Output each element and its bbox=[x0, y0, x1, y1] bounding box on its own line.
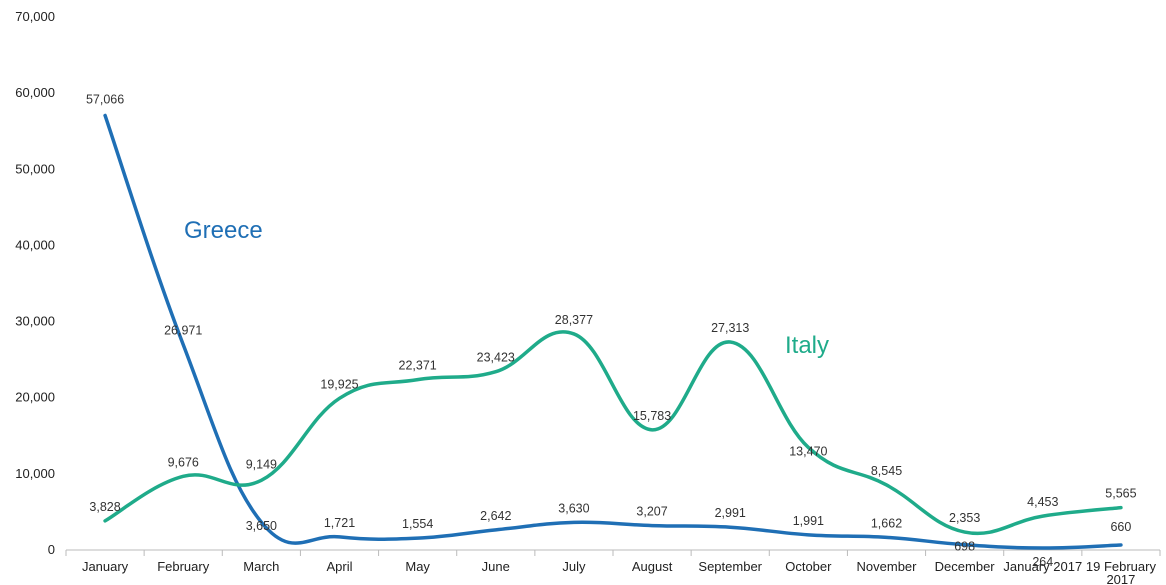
data-label-greece: 26,971 bbox=[164, 324, 202, 338]
data-label-italy: 13,470 bbox=[789, 444, 827, 458]
y-tick-label: 0 bbox=[48, 542, 55, 557]
x-tick-label: April bbox=[326, 559, 352, 574]
x-tick-label: January 2017 bbox=[1003, 559, 1082, 574]
x-tick-label: May bbox=[405, 559, 430, 574]
data-label-greece: 3,630 bbox=[558, 501, 589, 515]
data-label-italy: 4,453 bbox=[1027, 495, 1058, 509]
data-label-italy: 5,565 bbox=[1105, 487, 1136, 501]
data-label-greece: 264 bbox=[1032, 555, 1053, 569]
series-line-greece bbox=[103, 113, 1123, 550]
data-label-italy: 8,545 bbox=[871, 464, 902, 478]
series-line-italy bbox=[103, 330, 1123, 536]
series-name-italy: Italy bbox=[785, 332, 829, 359]
x-tick-label: February bbox=[157, 559, 210, 574]
data-label-italy: 3,828 bbox=[89, 500, 120, 514]
x-tick-label: 19 February 2017 bbox=[1086, 559, 1157, 585]
x-tick-label: December bbox=[935, 559, 996, 574]
x-tick-label: July bbox=[562, 559, 586, 574]
data-label-greece: 1,554 bbox=[402, 517, 433, 531]
data-label-greece: 1,721 bbox=[324, 516, 355, 530]
y-tick-label: 50,000 bbox=[15, 161, 55, 176]
data-labels: 57,066 26,971 3,650 1,721 1,554 2,642 3,630 3,2… bbox=[86, 92, 1137, 569]
data-label-greece: 2,991 bbox=[715, 506, 746, 520]
data-label-greece: 660 bbox=[1110, 520, 1131, 534]
data-label-italy: 9,676 bbox=[168, 455, 199, 469]
y-tick-label: 40,000 bbox=[15, 237, 55, 252]
y-tick-label: 20,000 bbox=[15, 390, 55, 405]
data-label-greece: 57,066 bbox=[86, 92, 124, 106]
x-tick-label: March bbox=[243, 559, 279, 574]
y-axis: 0 10,000 20,000 30,000 40,000 50,000 60,000 70,… bbox=[15, 9, 55, 557]
y-tick-label: 70,000 bbox=[15, 9, 55, 24]
x-tick-label: October bbox=[785, 559, 832, 574]
data-label-greece: 3,207 bbox=[636, 505, 667, 519]
x-tick-label: June bbox=[482, 559, 510, 574]
data-label-greece: 698 bbox=[954, 540, 975, 554]
data-label-italy: 2,353 bbox=[949, 511, 980, 525]
data-label-greece: 2,642 bbox=[480, 509, 511, 523]
data-label-italy: 23,423 bbox=[477, 351, 515, 365]
data-label-greece: 1,991 bbox=[793, 514, 824, 528]
x-tick-label: August bbox=[632, 559, 673, 574]
series-name-greece: Greece bbox=[184, 217, 263, 244]
data-label-italy: 28,377 bbox=[555, 313, 593, 327]
x-tick-label: November bbox=[857, 559, 918, 574]
x-tick-label: September bbox=[698, 559, 762, 574]
data-label-greece: 3,650 bbox=[246, 519, 277, 533]
data-label-italy: 19,925 bbox=[320, 377, 358, 391]
data-label-italy: 15,783 bbox=[633, 409, 671, 423]
data-label-italy: 9,149 bbox=[246, 457, 277, 471]
y-tick-label: 10,000 bbox=[15, 466, 55, 481]
data-label-italy: 27,313 bbox=[711, 321, 749, 335]
data-label-greece: 1,662 bbox=[871, 516, 902, 530]
x-tick-label: January bbox=[82, 559, 129, 574]
y-tick-label: 30,000 bbox=[15, 314, 55, 329]
x-axis: January February March April May June July Augu… bbox=[65, 549, 1161, 585]
y-tick-label: 60,000 bbox=[15, 85, 55, 100]
series-lines bbox=[103, 113, 1123, 550]
data-label-italy: 22,371 bbox=[399, 359, 437, 373]
